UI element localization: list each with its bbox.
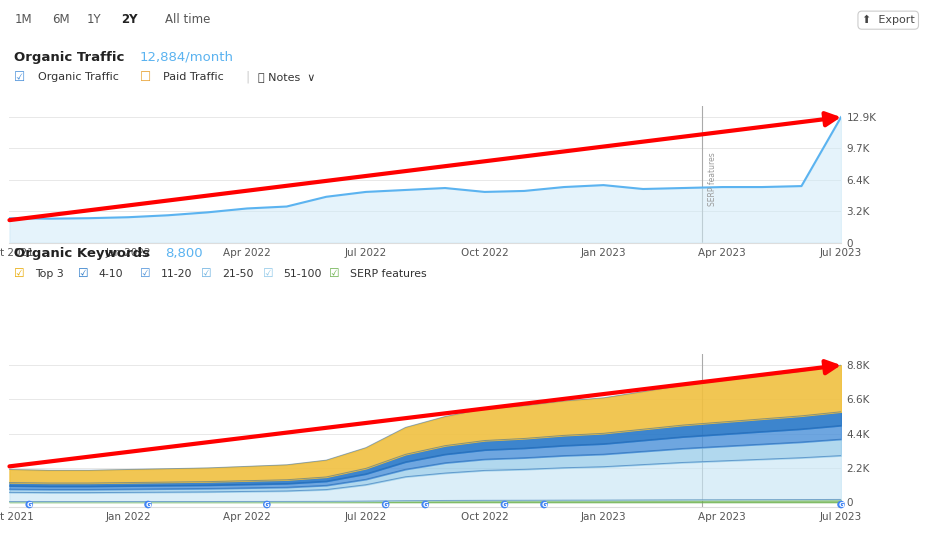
Text: SERP features: SERP features [708, 153, 716, 206]
Text: Organic Traffic: Organic Traffic [38, 72, 119, 82]
Text: 4-10: 4-10 [98, 269, 123, 278]
Text: 12,884/month: 12,884/month [140, 51, 233, 64]
Text: ☑: ☑ [14, 71, 25, 84]
Text: G: G [837, 501, 843, 507]
Text: G: G [263, 501, 269, 507]
Text: G: G [501, 501, 507, 507]
Text: 51-100: 51-100 [283, 269, 322, 278]
Text: G: G [26, 501, 32, 507]
Text: ☑: ☑ [14, 267, 25, 280]
Text: |: | [245, 71, 249, 84]
Text: SERP features: SERP features [349, 269, 426, 278]
Text: 8,800: 8,800 [165, 247, 203, 260]
Text: ☑: ☑ [262, 267, 273, 280]
Text: G: G [541, 501, 547, 507]
Text: ☑: ☑ [201, 267, 211, 280]
Text: 21-50: 21-50 [222, 269, 253, 278]
Text: G: G [145, 501, 151, 507]
Text: All time: All time [165, 13, 211, 26]
Text: Organic Traffic: Organic Traffic [14, 51, 125, 64]
Text: ☐: ☐ [140, 71, 151, 84]
Text: 1M: 1M [14, 13, 32, 26]
Text: 6M: 6M [52, 13, 70, 26]
Text: 11-20: 11-20 [160, 269, 192, 278]
Text: Top 3: Top 3 [35, 269, 63, 278]
Text: G: G [382, 501, 388, 507]
Text: 1Y: 1Y [87, 13, 101, 26]
Text: G: G [422, 501, 428, 507]
Text: 2Y: 2Y [121, 13, 137, 26]
Text: Organic Keywords: Organic Keywords [14, 247, 150, 260]
Text: ⬆  Export: ⬆ Export [861, 15, 914, 25]
Text: ☑: ☑ [329, 267, 339, 280]
Text: ☑: ☑ [77, 267, 88, 280]
Text: 📋 Notes  ∨: 📋 Notes ∨ [258, 72, 315, 82]
Text: Paid Traffic: Paid Traffic [162, 72, 223, 82]
Text: ☑: ☑ [140, 267, 150, 280]
